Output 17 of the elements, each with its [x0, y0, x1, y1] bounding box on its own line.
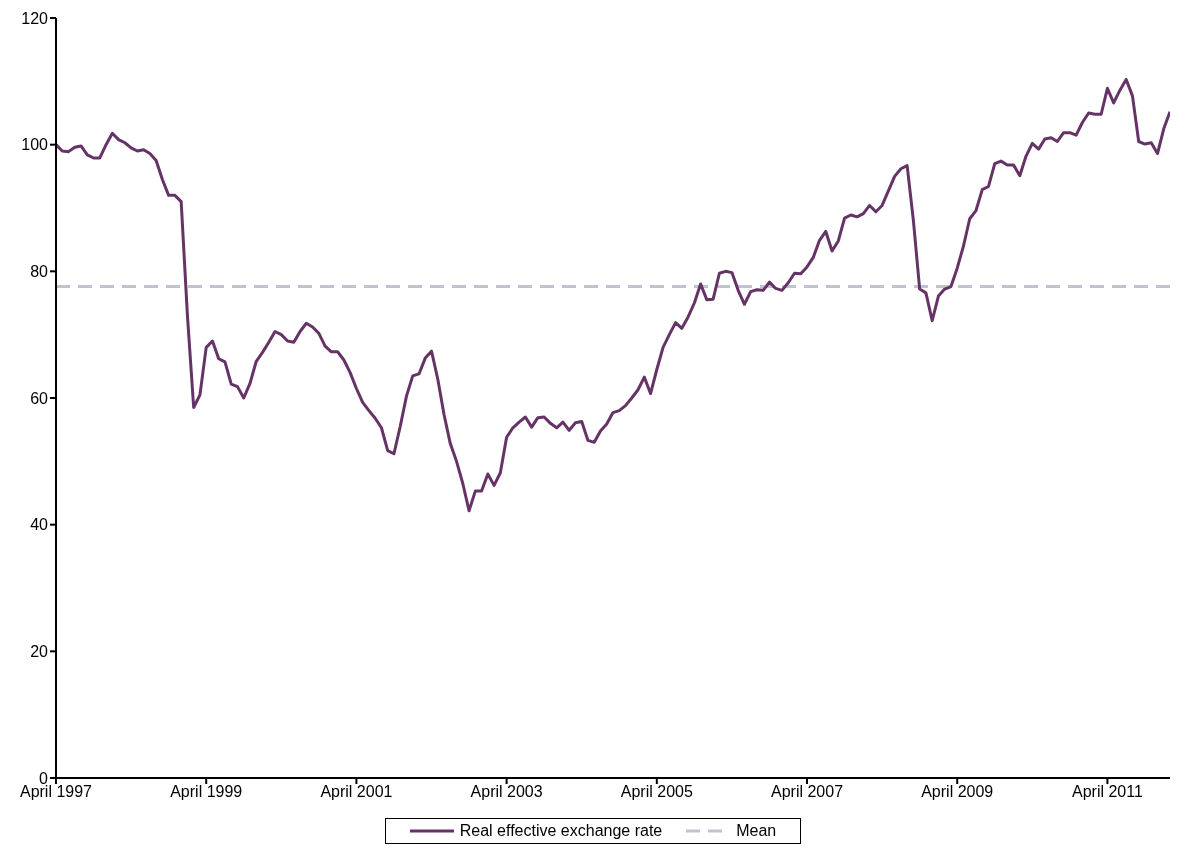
x-tick-label: April 2007	[770, 783, 844, 801]
legend-label: Mean	[736, 822, 777, 840]
x-tick-label: April 1999	[170, 783, 243, 801]
line-series	[56, 77, 1170, 513]
x-tick-label: April 2009	[921, 783, 994, 801]
x-tick-label: April 2001	[320, 783, 393, 801]
y-tick-label: 100	[21, 136, 49, 154]
x-tick-label: April 2003	[470, 783, 543, 801]
x-tick-label: April 2011	[1071, 783, 1143, 801]
y-tick-label: 60	[30, 389, 49, 407]
x-tick-label: April 2005	[620, 783, 693, 801]
x-tick-label: April 1997	[19, 783, 93, 801]
y-tick-label: 80	[30, 263, 49, 281]
y-tick-label: 20	[30, 643, 49, 661]
legend-label: Real effective exchange rate	[459, 822, 663, 840]
y-tick-label: 40	[30, 516, 49, 534]
y-tick-label: 120	[21, 9, 49, 27]
